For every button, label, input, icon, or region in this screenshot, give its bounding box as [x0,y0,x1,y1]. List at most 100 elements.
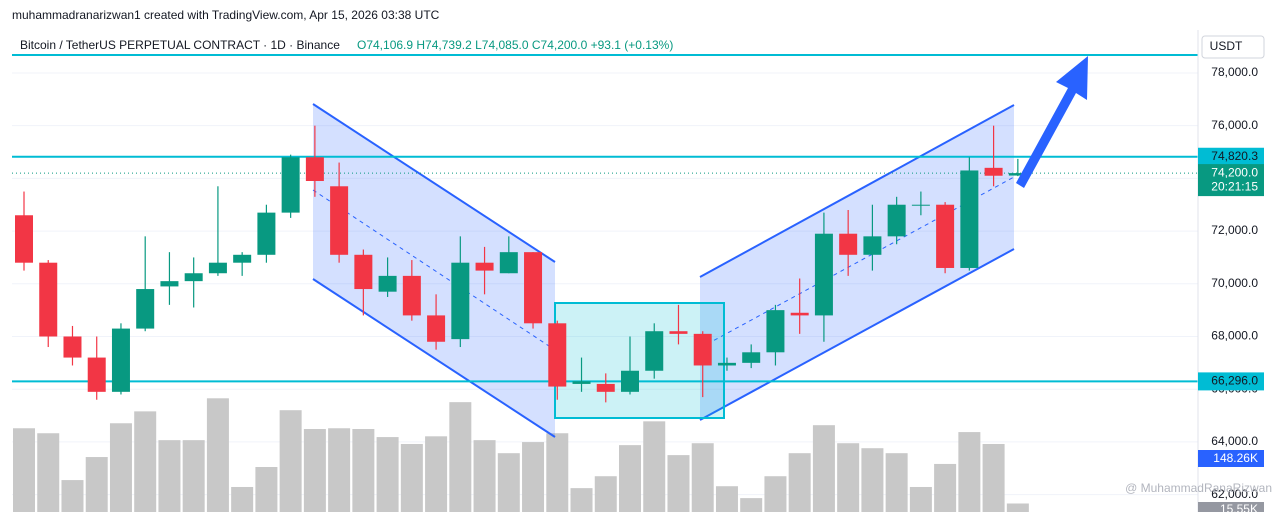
volume-bar [861,448,884,512]
volume-bar [715,486,738,512]
candle-body [669,331,688,334]
candle-body [596,383,615,392]
y-tick-label: 68,000.0 [1211,329,1258,343]
level-label: 66,296.0 [1211,374,1258,388]
candle-body [911,204,930,206]
candle-body [572,381,591,384]
level-label: 74,820.3 [1211,149,1258,163]
volume-bar [158,440,181,512]
volume-bar [570,488,593,512]
change-text: +93.1 (+0.13%) [591,38,674,52]
candle-body [208,262,227,274]
volume-bar [594,476,617,512]
last-price-label: 74,200.0 [1211,165,1258,179]
candle-body [63,336,82,358]
channel-edge [312,103,556,263]
volume-bar [619,445,641,512]
volume-bar [958,432,981,512]
candle-body [839,233,858,255]
candles [15,125,1027,403]
volume-bar [231,486,254,512]
volume-bar [328,428,351,512]
candle-body [790,312,809,316]
candle-body [814,233,833,316]
volume-bar [109,423,132,512]
candle-body [330,186,349,255]
price-axis [1198,30,1280,512]
candle-body [863,236,882,255]
volume-bar [740,498,763,512]
volume-bar [279,410,302,512]
y-tick-label: 64,000.0 [1211,434,1258,448]
volume-bar [546,433,569,512]
candle-body [281,157,300,213]
volume-bar [85,457,108,512]
close-text: C74,200.0 [532,38,588,52]
candle-body [936,204,955,268]
channel-edge [699,104,1015,278]
candle-body [184,273,203,282]
candle-body [15,215,33,263]
volume-bar [982,443,1005,512]
volume-badge [1198,450,1264,467]
candle-body [960,170,979,268]
y-tick-label: 70,000.0 [1211,276,1258,290]
currency: USDT [1210,39,1243,53]
candle-body [693,333,712,366]
candle-body [378,275,397,292]
volume-bar [1006,503,1029,512]
volume-bar [497,453,520,512]
volume-bar [667,455,690,512]
candle-body [305,157,324,182]
volume-badge [1198,502,1264,512]
volume-bar [134,411,157,512]
candle-body [111,328,130,392]
countdown: 20:21:15 [1211,179,1258,193]
candle-body [451,262,470,340]
candle-body [1008,173,1027,176]
candle-body [354,254,373,290]
channel-edge [699,248,1015,421]
volume-bar [182,440,205,512]
high-text: H74,739.2 [416,38,472,52]
candle-body [427,315,446,342]
volume-bar [522,442,545,512]
volume-bar [303,429,326,512]
volume-bar [812,425,835,512]
candle-body [233,254,252,263]
volume-bar [909,486,932,512]
candle-body [887,204,906,237]
arrow [1016,56,1088,188]
volume-bar [400,443,423,512]
volume-bar [837,443,860,512]
candle-body [257,212,276,255]
channel-edge [312,278,556,438]
y-tick-label: 78,000.0 [1211,65,1258,79]
candle-body [742,352,761,363]
volume-bar [788,453,811,512]
candle-body [160,281,179,287]
volume-bar [37,433,60,512]
volume-bar [473,440,496,512]
volume-bar [425,436,448,512]
symbol: Bitcoin / TetherUS PERPETUAL CONTRACT · … [20,38,340,52]
low-text: L74,085.0 [475,38,529,52]
volume-pane [13,398,1029,512]
volume-bar [206,398,229,512]
candle-body [524,252,543,324]
y-tick-label: 62,000.0 [1211,487,1258,501]
header-bar [0,0,1280,30]
candle-body [499,252,518,274]
candle-body [402,275,421,316]
volume-bar [255,467,278,512]
candle-body [717,362,736,366]
level-badge [1198,372,1264,391]
candle-body [645,331,664,371]
channel-mid [312,189,556,351]
currency-box [1201,35,1265,59]
volume-bar [13,428,35,512]
candle-body [136,289,155,329]
watermark: @ MuhammadRanaRizwan [1125,481,1272,495]
